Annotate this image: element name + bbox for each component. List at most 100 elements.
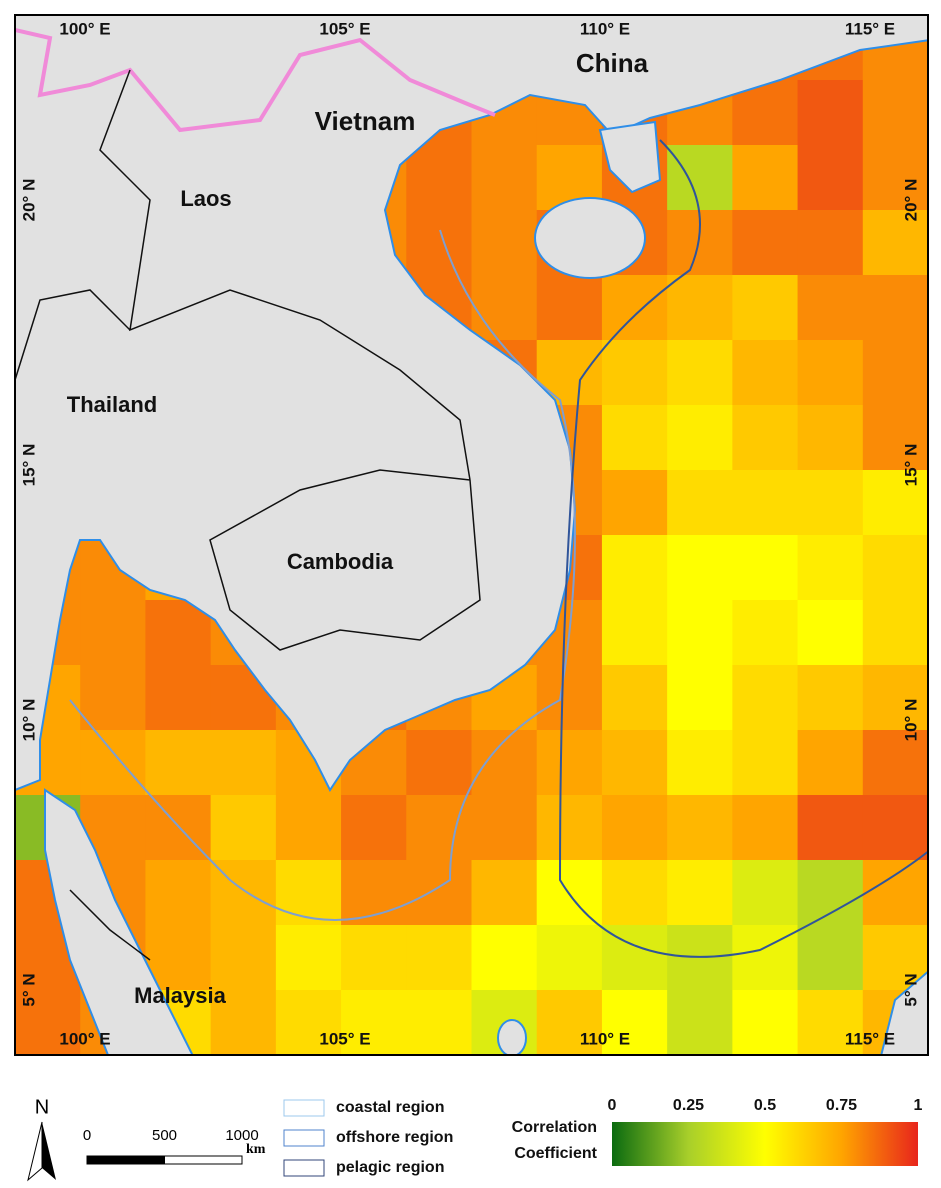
lon-label: 115° E (845, 19, 895, 38)
grid-cell (862, 340, 928, 406)
grid-cell (601, 405, 668, 471)
grid-cell (667, 990, 733, 1055)
north-label: N (35, 1096, 49, 1118)
grid-cell (536, 275, 603, 341)
country-label: China (576, 48, 649, 78)
grid-cell (601, 730, 668, 796)
grid-cell (797, 275, 864, 341)
grid-cell (145, 665, 212, 731)
grid-cell (15, 990, 81, 1055)
grid-cell (275, 860, 342, 926)
mainland (15, 15, 928, 792)
colorbar-title: Coefficient (514, 1145, 597, 1162)
lon-label: 100° E (59, 19, 110, 38)
grid-cell (732, 275, 799, 341)
grid-cell (275, 795, 342, 861)
china-border (15, 28, 496, 133)
grid-cell (341, 795, 407, 861)
legend-label: offshore region (336, 1129, 453, 1146)
grid-cell (406, 990, 472, 1055)
grid-cell (471, 275, 538, 341)
scale-segment (86, 1155, 165, 1165)
island (497, 1019, 527, 1055)
land (15, 15, 928, 1055)
legend-label: coastal region (336, 1099, 444, 1116)
grid-cell (667, 860, 733, 926)
scale-unit: km (246, 1142, 266, 1157)
border (99, 69, 471, 481)
grid-cell (732, 665, 799, 731)
grid-cell (732, 470, 799, 536)
grid-cell (80, 730, 146, 796)
scale-label: 0 (83, 1127, 91, 1144)
colorbar-tick-label: 1 (914, 1097, 923, 1114)
grid-cell (862, 80, 928, 146)
grid-cell (732, 145, 799, 211)
grid-cell (797, 925, 864, 991)
grid-cell (406, 145, 472, 211)
grid-cell (406, 925, 472, 991)
grid-cell (797, 80, 864, 146)
grid-cell (732, 210, 799, 276)
grid-cell (732, 340, 799, 406)
grid-cell (601, 470, 668, 536)
grid-cell (667, 535, 733, 601)
grid-cell (471, 795, 538, 861)
grid-cell (862, 600, 928, 666)
north-arrow (42, 1122, 56, 1180)
colorbar-title: Correlation (512, 1119, 597, 1136)
grid-cell (667, 795, 733, 861)
grid-cell (862, 210, 928, 276)
malay-peninsula (44, 788, 194, 1055)
grid-cell (797, 405, 864, 471)
lon-label: 100° E (59, 1029, 110, 1048)
legend-swatch (283, 1159, 325, 1177)
grid-cell (80, 665, 146, 731)
grid-cell (601, 860, 668, 926)
grid-cell (601, 795, 668, 861)
grid-cell (471, 860, 538, 926)
grid-cell (145, 730, 212, 796)
lat-label: 15° N (19, 444, 38, 487)
grid-cell (667, 145, 733, 211)
grid-cell (862, 925, 928, 991)
country-label: Vietnam (315, 106, 416, 136)
grid-cell (797, 860, 864, 926)
lat-label: 10° N (901, 699, 920, 742)
lon-label: 105° E (319, 1029, 370, 1048)
grid-cell (862, 535, 928, 601)
grid-cell (667, 340, 733, 406)
colorbar-tick-label: 0.25 (673, 1097, 704, 1114)
colorbar (612, 1122, 918, 1166)
leizhou (598, 120, 662, 194)
lon-label: 110° E (580, 19, 630, 38)
scale-segment (164, 1155, 243, 1165)
grid-cell (797, 470, 864, 536)
legend-swatch (283, 1129, 325, 1147)
grid-cell (862, 860, 928, 926)
grid-cell (536, 730, 603, 796)
legend-label: pelagic region (336, 1159, 444, 1176)
grid-cell (797, 600, 864, 666)
grid-cell (601, 275, 668, 341)
grid-cell (797, 535, 864, 601)
grid-cell (667, 665, 733, 731)
grid-cell (732, 860, 799, 926)
grid-cell (210, 925, 277, 991)
grid-cell (732, 795, 799, 861)
grid-cell (797, 990, 864, 1055)
grid-cell (862, 795, 928, 861)
grid-cell (862, 470, 928, 536)
grid-cell (601, 990, 668, 1055)
grid-cell (601, 600, 668, 666)
grid-cell (601, 665, 668, 731)
lat-label: 15° N (901, 444, 920, 487)
lat-label: 5° N (19, 973, 38, 1006)
borneo (880, 970, 928, 1055)
north-arrow (27, 1121, 43, 1182)
map-frame (14, 14, 929, 1056)
grid-cell (862, 275, 928, 341)
lon-label: 105° E (319, 19, 370, 38)
